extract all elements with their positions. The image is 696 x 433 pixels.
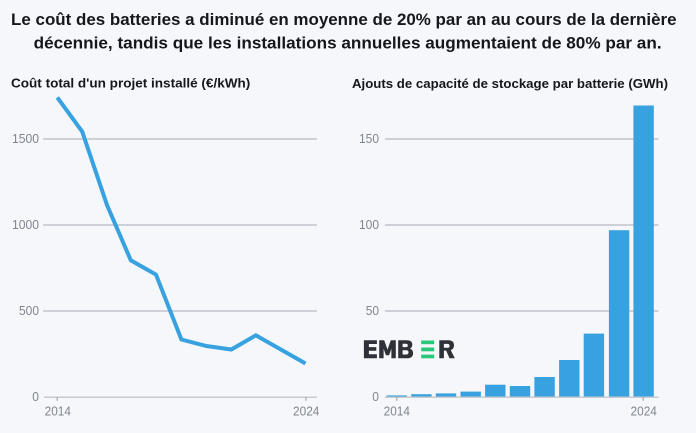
svg-text:Le coût des batteries a diminu: Le coût des batteries a diminué en moyen…: [11, 10, 677, 29]
svg-text:2024: 2024: [631, 403, 657, 418]
svg-text:50: 50: [366, 303, 379, 318]
svg-text:2014: 2014: [384, 403, 410, 418]
svg-text:1500: 1500: [12, 131, 39, 146]
svg-text:100: 100: [359, 217, 379, 232]
svg-text:0: 0: [372, 389, 379, 404]
svg-text:Coût total d'un projet install: Coût total d'un projet installé (€/kWh): [11, 76, 250, 91]
svg-text:Ajouts de capacité de stockage: Ajouts de capacité de stockage par batte…: [352, 76, 668, 91]
svg-text:150: 150: [359, 131, 379, 146]
svg-text:2024: 2024: [293, 403, 319, 418]
svg-text:décennie, tandis que les insta: décennie, tandis que les installations a…: [34, 34, 662, 53]
svg-text:2014: 2014: [45, 403, 71, 418]
svg-text:0: 0: [32, 389, 39, 404]
svg-text:1000: 1000: [12, 217, 39, 232]
svg-text:500: 500: [19, 303, 39, 318]
